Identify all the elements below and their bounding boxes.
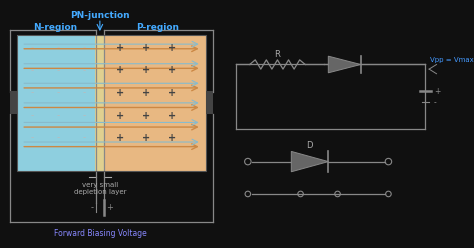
Text: +: + — [168, 111, 176, 121]
Bar — [10, 91, 17, 114]
Bar — [17, 35, 206, 171]
Text: -: - — [56, 66, 60, 75]
Text: -: - — [56, 89, 60, 97]
Bar — [206, 91, 213, 114]
Text: +: + — [142, 133, 150, 143]
Text: -: - — [31, 43, 34, 52]
Text: +: + — [168, 88, 176, 98]
Text: very small: very small — [82, 182, 118, 188]
Text: +: + — [142, 65, 150, 75]
Text: -: - — [82, 134, 86, 143]
Text: +: + — [116, 65, 124, 75]
Text: +: + — [116, 88, 124, 98]
Bar — [17, 35, 95, 171]
Text: -: - — [31, 66, 34, 75]
Text: -: - — [56, 134, 60, 143]
Text: Forward Biasing Voltage: Forward Biasing Voltage — [54, 229, 146, 238]
Text: D: D — [307, 141, 313, 150]
Text: -: - — [82, 66, 86, 75]
Text: +: + — [168, 43, 176, 53]
Text: P-region: P-region — [136, 23, 179, 32]
Text: +: + — [106, 203, 112, 212]
Text: +: + — [142, 43, 150, 53]
Text: depletion layer: depletion layer — [73, 189, 126, 195]
Text: +: + — [142, 88, 150, 98]
Polygon shape — [292, 152, 328, 172]
Text: -: - — [82, 111, 86, 120]
Text: +: + — [168, 65, 176, 75]
Text: -: - — [91, 203, 94, 212]
Text: +: + — [116, 43, 124, 53]
Text: R: R — [274, 50, 281, 59]
Text: -: - — [56, 111, 60, 120]
Text: Vpp = Vmax: Vpp = Vmax — [430, 57, 474, 63]
Text: -: - — [56, 43, 60, 52]
Text: +: + — [434, 87, 440, 96]
Text: -: - — [434, 98, 437, 107]
Text: -: - — [82, 89, 86, 97]
Text: -: - — [82, 43, 86, 52]
Text: -: - — [31, 134, 34, 143]
Text: +: + — [116, 111, 124, 121]
Text: -: - — [31, 89, 34, 97]
Text: N-region: N-region — [34, 23, 78, 32]
Bar — [104, 35, 206, 171]
Text: +: + — [168, 133, 176, 143]
Text: +: + — [116, 133, 124, 143]
Text: PN-junction: PN-junction — [70, 11, 130, 20]
Polygon shape — [328, 56, 361, 73]
Text: +: + — [142, 111, 150, 121]
Text: -: - — [31, 111, 34, 120]
Bar — [95, 35, 104, 171]
